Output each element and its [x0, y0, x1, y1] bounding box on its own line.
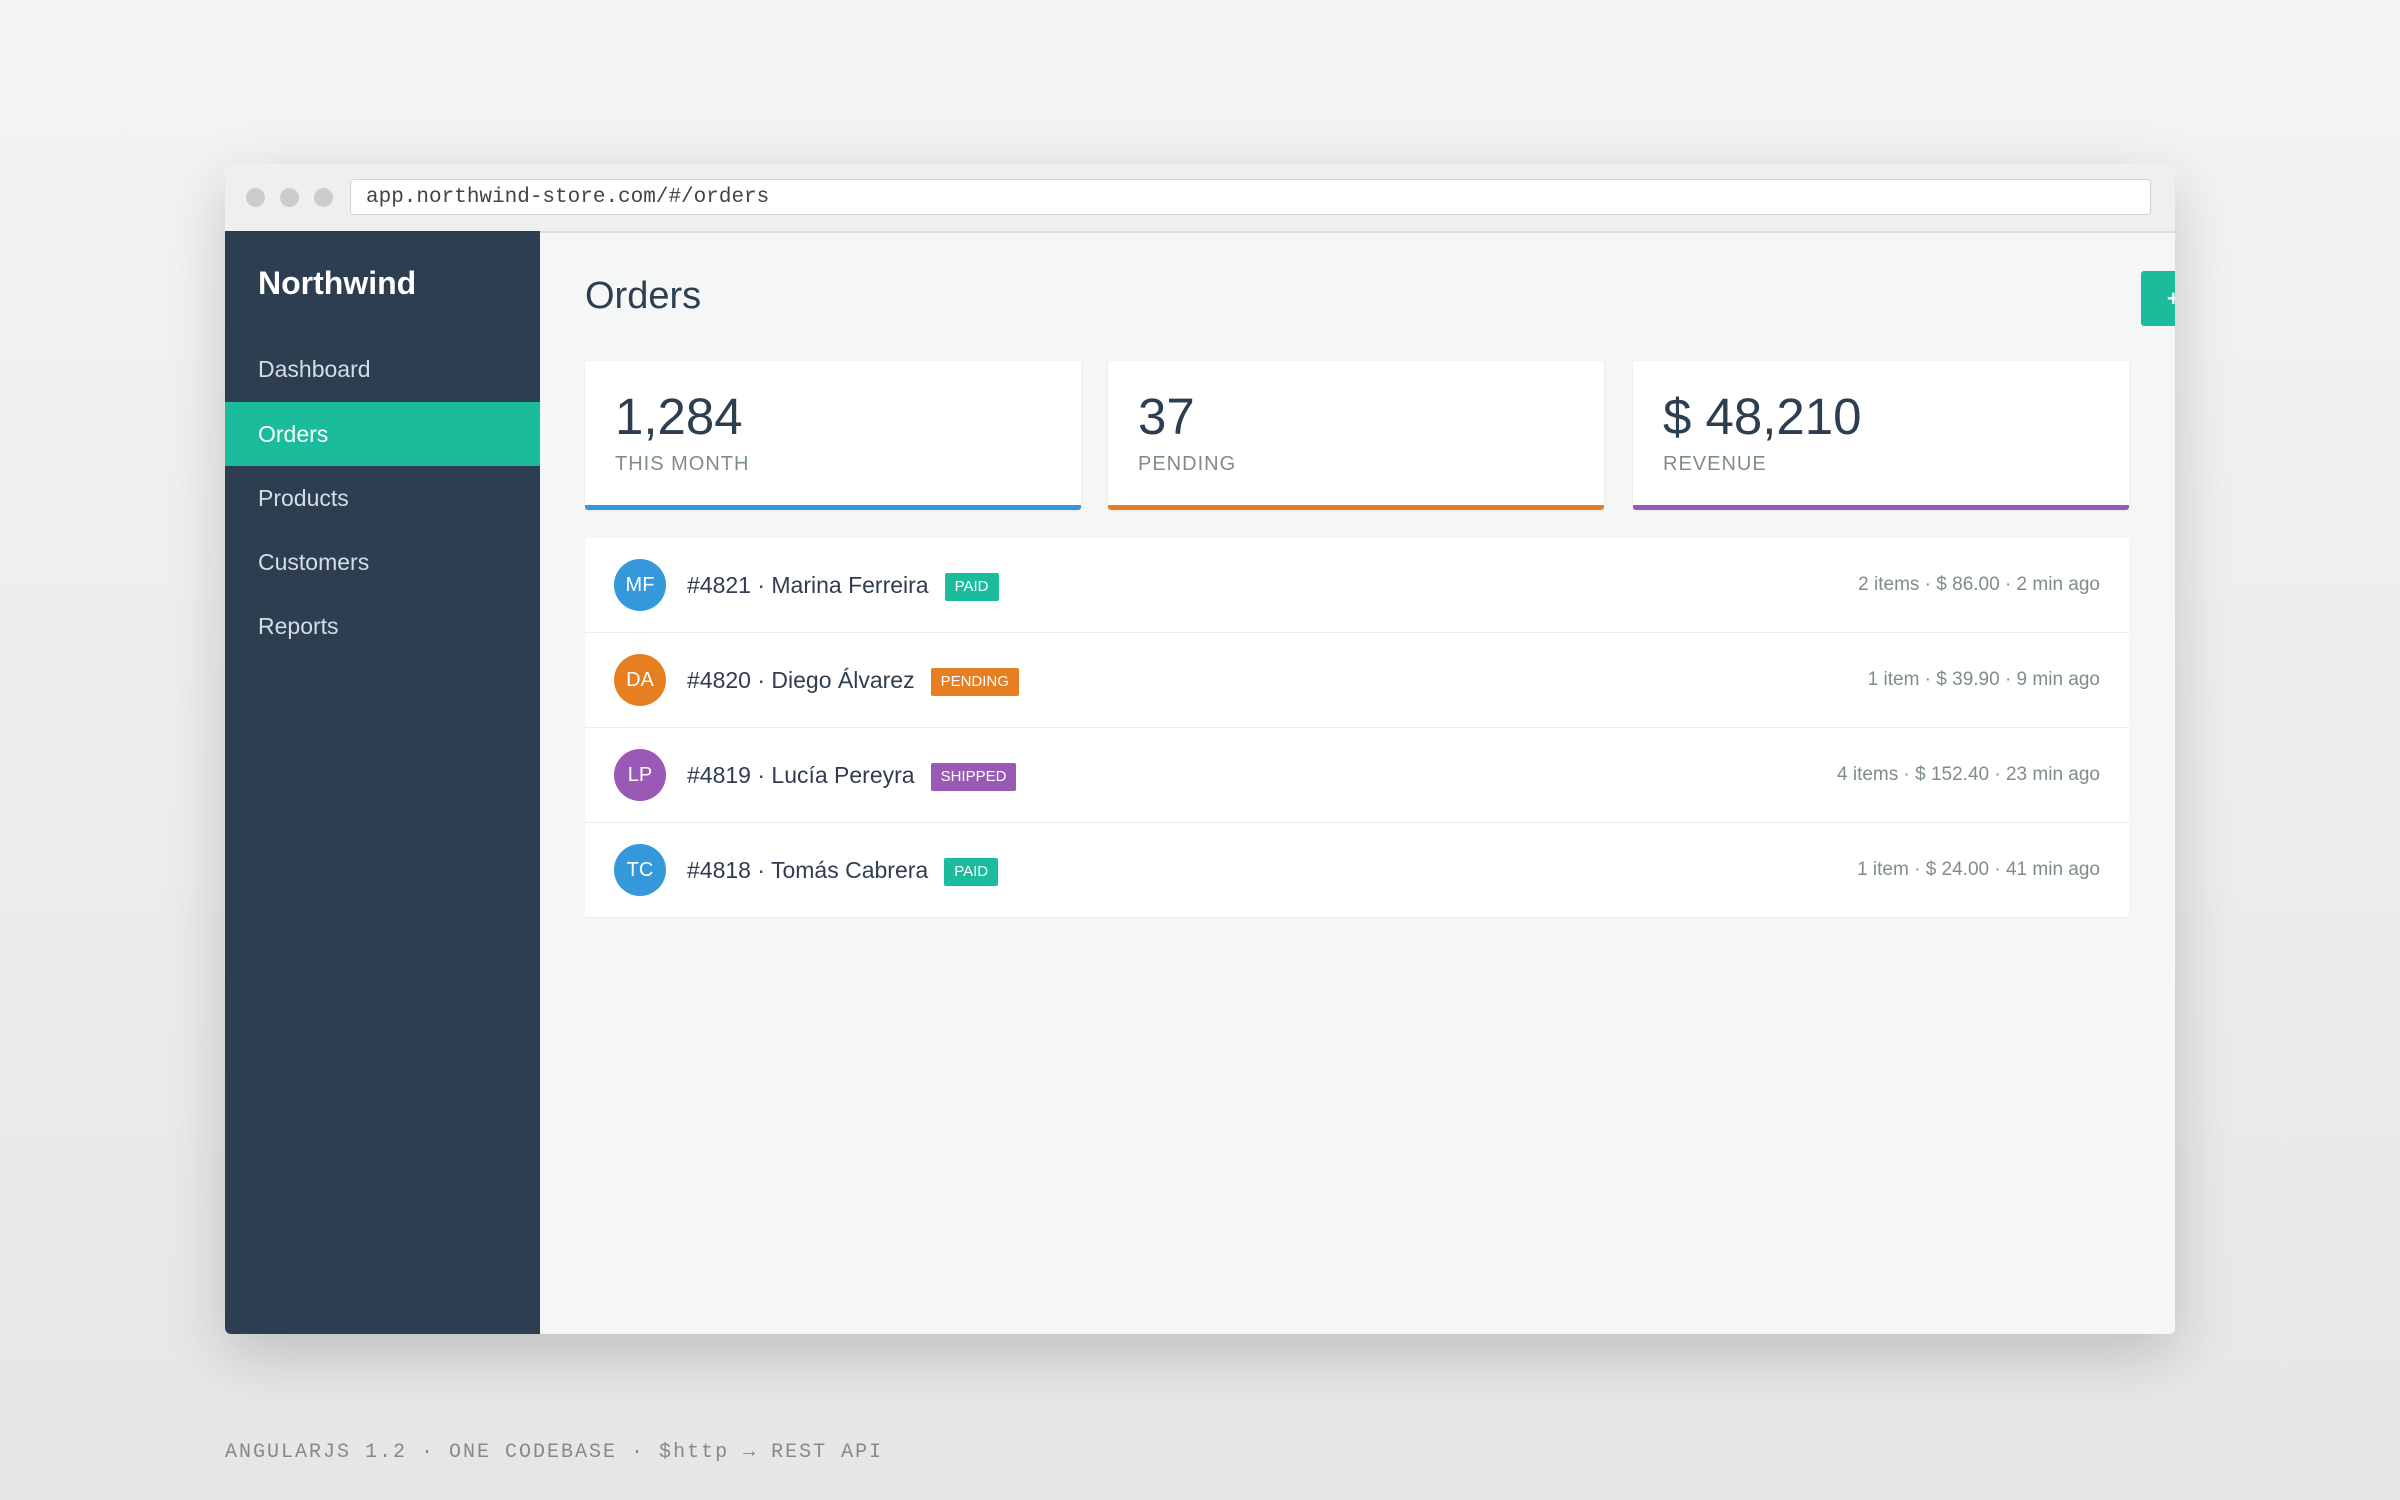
status-badge: SHIPPED	[930, 762, 1017, 791]
order-title: #4821 · Marina Ferreira	[687, 572, 929, 598]
avatar: MF	[614, 559, 666, 611]
order-meta: 1 item · $ 24.00 · 41 min ago	[1857, 859, 2100, 880]
browser-window: app.northwind-store.com/#/orders Northwi…	[225, 164, 2175, 1334]
order-title-wrap: #4820 · Diego Álvarez PENDING	[687, 633, 1019, 727]
nav-item[interactable]: Customers	[258, 549, 370, 575]
nav-item[interactable]: Products	[258, 485, 349, 511]
order-title: #4819 · Lucía Pereyra	[687, 762, 915, 788]
status-badge: PAID	[944, 572, 999, 601]
window-dot[interactable]	[246, 188, 265, 207]
order-row[interactable]: DA #4820 · Diego Álvarez PENDING 1 item · $…	[585, 633, 2129, 728]
nav-item[interactable]: Dashboard	[258, 356, 371, 382]
title-bar: app.northwind-store.com/#/orders	[225, 164, 2175, 233]
order-title: #4818 · Tomás Cabrera	[687, 857, 929, 883]
order-meta: 4 items · $ 152.40 · 23 min ago	[1837, 764, 2100, 785]
sidebar: Northwind Dashboard Orders Products Cust…	[225, 231, 540, 1334]
order-title: #4820 · Diego Álvarez	[687, 667, 915, 693]
page-title: Orders	[585, 275, 702, 317]
new-order-button[interactable]: + NEW ORDER	[2141, 271, 2175, 326]
avatar: LP	[614, 749, 666, 801]
window-dot[interactable]	[280, 188, 299, 207]
stat-card: 37 PENDING	[1108, 361, 1604, 510]
stat-label: PENDING	[1138, 453, 1237, 475]
footer-caption: ANGULARJS 1.2 · ONE CODEBASE · $http → R…	[225, 1441, 884, 1464]
stat-card: 1,284 THIS MONTH	[585, 361, 1081, 510]
order-title-wrap: #4821 · Marina Ferreira PAID	[687, 538, 999, 632]
stat-value: $ 48,210	[1663, 388, 1862, 445]
main: Orders + NEW ORDER 1,284 THIS MONTH 37 PEN…	[540, 231, 2175, 1334]
window-dot[interactable]	[314, 188, 333, 207]
status-badge: PENDING	[930, 667, 1019, 696]
stat-value: 1,284	[615, 388, 743, 445]
brand: Northwind	[258, 265, 417, 301]
address-bar[interactable]: app.northwind-store.com/#/orders	[350, 179, 2151, 215]
stat-card: $ 48,210 REVENUE	[1633, 361, 2129, 510]
order-meta: 2 items · $ 86.00 · 2 min ago	[1858, 574, 2100, 595]
order-list: MF #4821 · Marina Ferreira PAID 2 items · $…	[585, 538, 2129, 918]
avatar: TC	[614, 844, 666, 896]
order-row[interactable]: TC #4818 · Tomás Cabrera PAID 1 item · $ 24…	[585, 823, 2129, 918]
stat-label: THIS MONTH	[615, 453, 750, 475]
nav-item[interactable]: Reports	[258, 613, 339, 639]
order-title-wrap: #4818 · Tomás Cabrera PAID	[687, 823, 999, 917]
nav-item-active[interactable]: Orders	[225, 402, 540, 466]
order-title-wrap: #4819 · Lucía Pereyra SHIPPED	[687, 728, 1017, 822]
avatar: DA	[614, 654, 666, 706]
order-row[interactable]: MF #4821 · Marina Ferreira PAID 2 items · $…	[585, 538, 2129, 633]
status-badge: PAID	[944, 857, 999, 886]
order-row[interactable]: LP #4819 · Lucía Pereyra SHIPPED 4 items · …	[585, 728, 2129, 823]
stat-label: REVENUE	[1663, 453, 1767, 475]
stat-value: 37	[1138, 388, 1195, 445]
order-meta: 1 item · $ 39.90 · 9 min ago	[1867, 669, 2100, 690]
